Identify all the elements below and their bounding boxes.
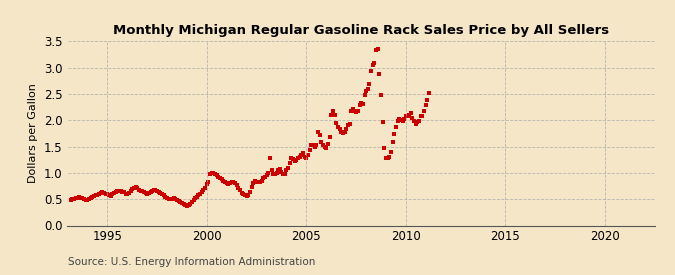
Text: Source: U.S. Energy Information Administration: Source: U.S. Energy Information Administ… <box>68 257 315 267</box>
Title: Monthly Michigan Regular Gasoline Rack Sales Price by All Sellers: Monthly Michigan Regular Gasoline Rack S… <box>113 24 609 37</box>
Y-axis label: Dollars per Gallon: Dollars per Gallon <box>28 83 38 183</box>
